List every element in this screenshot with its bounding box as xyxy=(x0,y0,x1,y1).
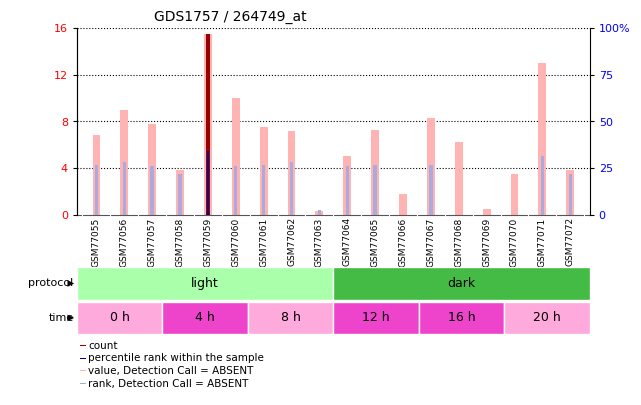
Bar xyxy=(260,127,267,215)
Bar xyxy=(333,301,419,334)
Bar xyxy=(419,301,504,334)
Bar xyxy=(538,63,546,215)
Bar xyxy=(77,267,333,300)
Text: GSM77060: GSM77060 xyxy=(231,217,240,266)
Text: GSM77057: GSM77057 xyxy=(147,217,156,266)
Bar xyxy=(318,210,321,215)
Text: 12 h: 12 h xyxy=(362,311,390,324)
Bar xyxy=(566,171,574,215)
Bar xyxy=(429,164,433,215)
Bar xyxy=(483,209,490,215)
Bar xyxy=(315,211,323,215)
Bar xyxy=(344,156,351,215)
Bar xyxy=(399,194,407,215)
Bar xyxy=(162,301,248,334)
Bar xyxy=(540,156,544,215)
Text: GSM77064: GSM77064 xyxy=(343,217,352,266)
Text: dark: dark xyxy=(447,277,476,290)
Text: GSM77065: GSM77065 xyxy=(370,217,379,266)
Bar xyxy=(95,164,98,215)
Bar xyxy=(288,131,296,215)
Bar xyxy=(207,151,209,215)
Text: 0 h: 0 h xyxy=(110,311,129,324)
Bar xyxy=(80,345,87,346)
Bar xyxy=(92,135,101,215)
Bar xyxy=(504,301,590,334)
Text: GSM77058: GSM77058 xyxy=(176,217,185,266)
Bar xyxy=(80,358,87,359)
Bar xyxy=(262,164,265,215)
Bar xyxy=(427,118,435,215)
Text: GSM77071: GSM77071 xyxy=(538,217,547,266)
Text: GSM77068: GSM77068 xyxy=(454,217,463,266)
Bar xyxy=(178,174,181,215)
Text: GSM77070: GSM77070 xyxy=(510,217,519,266)
Text: GSM77059: GSM77059 xyxy=(203,217,212,266)
Text: GSM77055: GSM77055 xyxy=(92,217,101,266)
Text: GSM77069: GSM77069 xyxy=(482,217,491,266)
Bar xyxy=(80,383,87,384)
Bar xyxy=(121,110,128,215)
Bar xyxy=(234,166,237,215)
Text: GSM77062: GSM77062 xyxy=(287,217,296,266)
Text: count: count xyxy=(88,341,118,351)
Bar xyxy=(122,162,126,215)
Bar xyxy=(151,166,154,215)
Bar xyxy=(290,162,293,215)
Text: percentile rank within the sample: percentile rank within the sample xyxy=(88,353,264,363)
Bar xyxy=(206,34,210,215)
Text: GSM77067: GSM77067 xyxy=(426,217,435,266)
Text: GSM77063: GSM77063 xyxy=(315,217,324,266)
Bar xyxy=(148,124,156,215)
Text: 20 h: 20 h xyxy=(533,311,561,324)
Text: GDS1757 / 264749_at: GDS1757 / 264749_at xyxy=(154,10,307,24)
Bar xyxy=(176,171,184,215)
Bar xyxy=(374,164,377,215)
Bar xyxy=(77,301,162,334)
Text: 16 h: 16 h xyxy=(447,311,476,324)
Bar xyxy=(455,143,463,215)
Text: GSM77056: GSM77056 xyxy=(120,217,129,266)
Bar xyxy=(232,98,240,215)
Text: GSM77072: GSM77072 xyxy=(566,217,575,266)
Text: light: light xyxy=(191,277,219,290)
Text: value, Detection Call = ABSENT: value, Detection Call = ABSENT xyxy=(88,366,254,376)
Bar xyxy=(371,130,379,215)
Text: 8 h: 8 h xyxy=(281,311,301,324)
Bar xyxy=(248,301,333,334)
Text: protocol: protocol xyxy=(28,279,74,288)
Text: GSM77066: GSM77066 xyxy=(399,217,408,266)
Bar xyxy=(333,267,590,300)
Text: rank, Detection Call = ABSENT: rank, Detection Call = ABSENT xyxy=(88,379,249,388)
Bar xyxy=(511,174,519,215)
Bar xyxy=(345,166,349,215)
Bar xyxy=(204,34,212,215)
Text: GSM77061: GSM77061 xyxy=(259,217,268,266)
Bar xyxy=(569,174,572,215)
Text: 4 h: 4 h xyxy=(196,311,215,324)
Text: time: time xyxy=(49,313,74,323)
